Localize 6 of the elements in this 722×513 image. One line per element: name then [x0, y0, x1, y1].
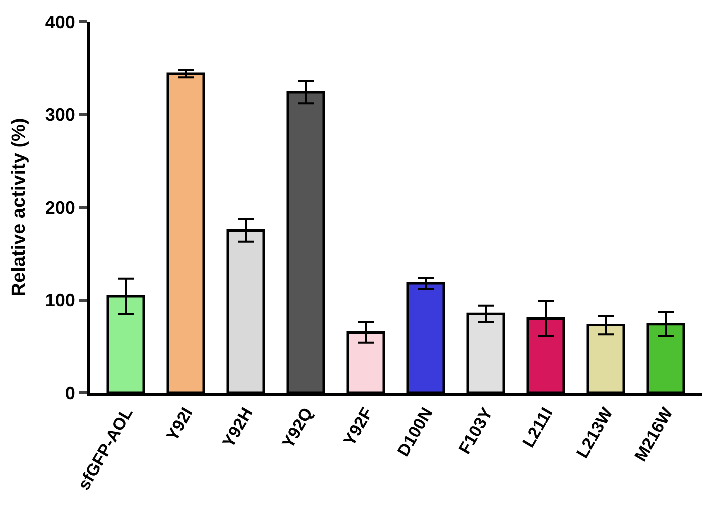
y-tick-label: 100	[45, 290, 76, 311]
y-tick-label: 400	[45, 12, 76, 32]
y-tick-label: 200	[45, 198, 76, 218]
y-tick-label: 0	[65, 383, 76, 404]
y-tick-label: 300	[45, 105, 76, 126]
y-axis-title: Relative activity (%)	[9, 118, 30, 297]
